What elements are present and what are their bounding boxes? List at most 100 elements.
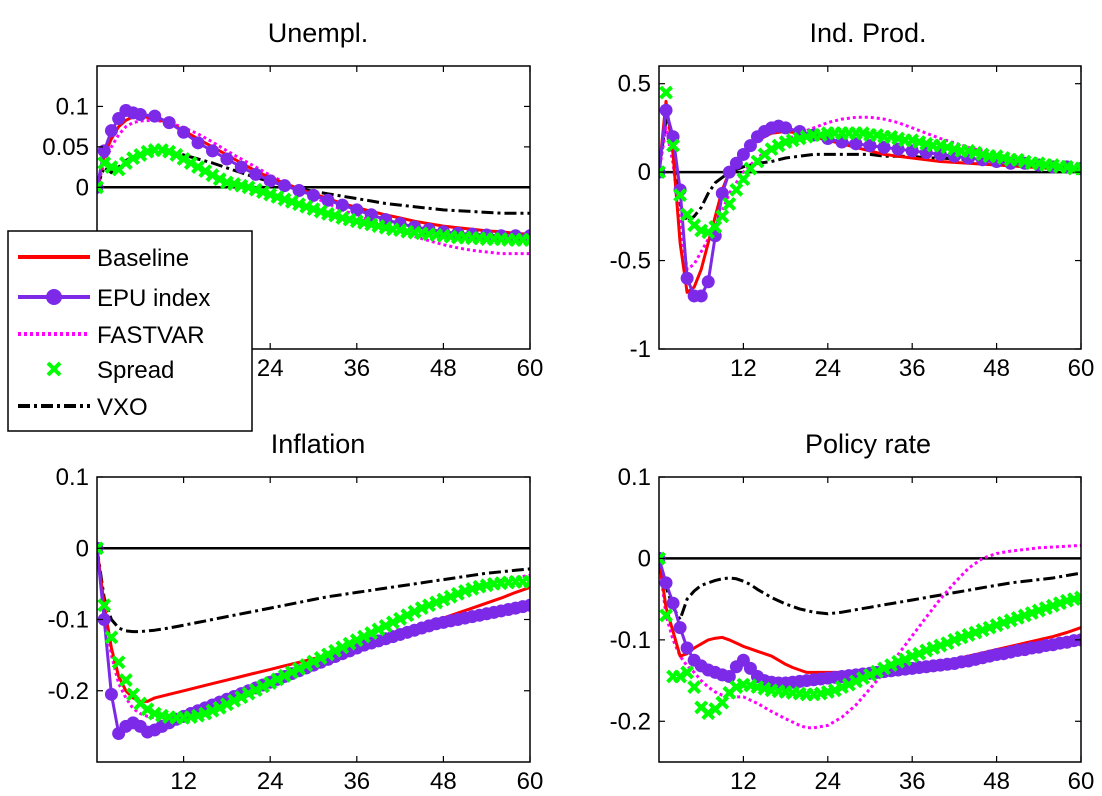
data-point-epu-index — [249, 167, 263, 181]
data-point-epu-index — [234, 160, 248, 174]
data-point-epu-index — [205, 144, 219, 158]
data-point-epu-index — [104, 687, 118, 701]
legend: Baseline EPU index FASTVAR Spread VXO — [7, 230, 253, 432]
y-tick-label: 0.5 — [618, 71, 651, 98]
data-point-spread — [659, 85, 673, 100]
x-tick-label: 12 — [730, 768, 757, 795]
data-point-epu-index — [666, 596, 680, 610]
data-point-spread — [234, 690, 249, 705]
x-tick-label: 36 — [899, 768, 926, 795]
x-tick-label: 12 — [170, 768, 197, 795]
data-point-epu-index — [659, 576, 673, 590]
data-point-spread — [284, 665, 299, 680]
y-tick-label: -1 — [630, 336, 651, 363]
data-point-epu-index — [292, 184, 306, 198]
data-point-spread — [227, 693, 242, 708]
data-point-spread — [169, 148, 184, 162]
data-point-epu-index — [133, 108, 147, 122]
panel-inflation: Inflation 12 24 36 48 60 -0.2 -0.1 0 0.1 — [48, 429, 544, 795]
series-line-fastvar — [659, 543, 1081, 730]
panel-marks — [97, 103, 530, 256]
data-point-spread — [248, 683, 263, 697]
x-tick-label: 12 — [730, 355, 757, 382]
data-point-epu-index — [722, 670, 736, 683]
data-point-epu-index — [863, 139, 877, 153]
data-point-spread — [659, 608, 673, 623]
data-point-spread — [205, 168, 220, 183]
data-point-spread — [191, 160, 205, 174]
x-tick-label: 48 — [983, 768, 1010, 795]
data-point-spread — [884, 658, 899, 673]
data-point-spread — [104, 630, 119, 645]
series-line-fastvar — [97, 118, 530, 256]
data-point-spread — [400, 608, 415, 623]
data-point-spread — [162, 144, 177, 159]
axes-frame — [96, 65, 531, 350]
x-tick-label: 24 — [814, 768, 841, 795]
data-point-spread — [292, 661, 306, 676]
data-point-spread — [321, 647, 335, 662]
panel-title-unempl: Unempl. — [268, 18, 369, 48]
panel-ticks: 12 24 36 48 60 -1 -0.5 0 0.5 — [610, 65, 1095, 382]
x-tick-label: 60 — [1068, 355, 1095, 382]
data-point-spread — [701, 706, 716, 721]
legend-entry-fastvar: FASTVAR — [18, 322, 205, 349]
data-point-spread — [263, 675, 278, 690]
x-tick-label: 24 — [814, 355, 841, 382]
data-point-spread — [342, 636, 357, 651]
data-point-epu-index — [736, 147, 750, 161]
data-point-epu-index — [673, 621, 687, 635]
data-point-epu-index — [104, 124, 118, 138]
x-tick-label: 48 — [430, 768, 457, 795]
panel-ticks: 12 24 36 48 60 -0.2 -0.1 0 0.1 — [48, 464, 544, 795]
data-point-spread — [1074, 590, 1081, 605]
data-point-spread — [364, 626, 379, 640]
legend-label-fastvar: FASTVAR — [97, 322, 205, 349]
data-point-epu-index — [263, 174, 277, 188]
y-tick-label: 0 — [638, 545, 651, 572]
data-point-spread — [212, 172, 227, 187]
y-tick-label: -0.2 — [610, 708, 651, 735]
y-tick-label: -0.2 — [48, 678, 89, 705]
data-point-epu-index — [849, 137, 863, 151]
series-line-epu-index — [659, 108, 1081, 298]
data-point-spread — [659, 165, 666, 180]
axes-frame — [658, 65, 1082, 350]
data-point-spread — [736, 172, 751, 187]
x-tick-label: 24 — [257, 355, 284, 382]
data-point-spread — [673, 188, 688, 203]
x-tick-label: 60 — [1068, 768, 1095, 795]
data-point-epu-index — [715, 186, 729, 200]
panel-marks — [97, 541, 530, 740]
data-point-spread — [523, 574, 530, 589]
y-tick-label: 0 — [638, 159, 651, 186]
panel-title-inflation: Inflation — [271, 429, 366, 459]
legend-label-spread: Spread — [97, 357, 174, 384]
data-point-epu-index — [97, 613, 111, 626]
x-tick-label: 48 — [983, 355, 1010, 382]
data-point-epu-index — [148, 109, 162, 123]
data-point-epu-index — [97, 144, 111, 158]
y-tick-label: 0 — [76, 535, 89, 562]
axes-frame — [658, 476, 1082, 763]
legend-marker-epu-index — [46, 289, 62, 305]
data-point-spread — [313, 651, 328, 665]
y-tick-label: -0.1 — [610, 627, 651, 654]
y-tick-label: 0.05 — [42, 134, 89, 161]
data-point-epu-index — [191, 136, 205, 150]
x-tick-label: 36 — [899, 355, 926, 382]
data-point-spread — [299, 658, 314, 673]
data-point-epu-index — [729, 156, 743, 170]
data-point-epu-index — [335, 198, 349, 212]
x-tick-label: 48 — [430, 355, 457, 382]
panel-ind-prod: Ind. Prod. 12 24 36 48 60 -1 -0.5 0 0.5 — [610, 18, 1095, 382]
data-point-epu-index — [680, 641, 694, 655]
panel-policy-rate: Policy rate 12 24 36 48 60 -0.2 -0.1 0 0.1 — [610, 429, 1095, 795]
legend-entry-vxo: VXO — [18, 394, 148, 421]
legend-label-epu-index: EPU index — [97, 285, 210, 312]
y-tick-label: 0.1 — [618, 464, 651, 491]
x-tick-label: 36 — [343, 768, 370, 795]
y-tick-label: 0 — [76, 174, 89, 201]
data-point-spread — [241, 686, 256, 701]
